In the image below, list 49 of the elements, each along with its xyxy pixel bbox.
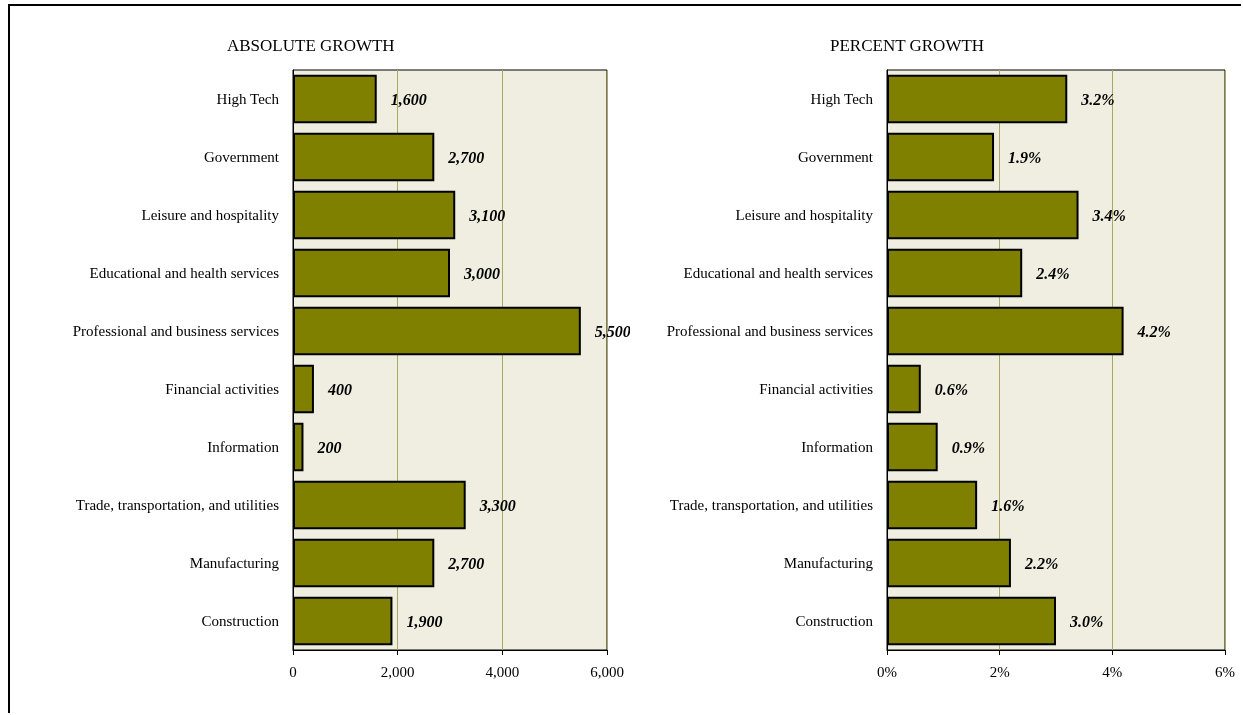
data-label: 3.0% bbox=[1069, 612, 1104, 630]
y-tick-label: Construction bbox=[795, 613, 874, 629]
data-label: 200 bbox=[316, 438, 342, 456]
data-label: 2,700 bbox=[447, 148, 485, 166]
chart-title: PERCENT GROWTH bbox=[830, 36, 985, 55]
data-label: 2.4% bbox=[1035, 264, 1070, 282]
data-label: 400 bbox=[326, 380, 352, 398]
data-label: 3,300 bbox=[478, 496, 516, 514]
y-tick-label: Leisure and hospitality bbox=[735, 207, 874, 223]
x-tick-label: 0 bbox=[289, 663, 297, 680]
data-label: 0.6% bbox=[934, 380, 969, 398]
y-tick-label: High Tech bbox=[810, 91, 874, 107]
data-label: 3,100 bbox=[468, 206, 506, 224]
data-label: 2,700 bbox=[447, 554, 485, 572]
y-tick-label: Trade, transportation, and utilities bbox=[75, 497, 280, 513]
y-tick-label: Government bbox=[204, 149, 280, 165]
data-label: 3.4% bbox=[1091, 206, 1126, 224]
data-label: 1,900 bbox=[406, 612, 443, 630]
data-label: 4.2% bbox=[1136, 322, 1171, 340]
data-label: 3.2% bbox=[1080, 90, 1115, 108]
y-tick-label: Educational and health services bbox=[683, 265, 874, 281]
x-tick-label: 4,000 bbox=[485, 663, 520, 680]
y-tick-label: High Tech bbox=[216, 91, 280, 107]
data-label: 1.6% bbox=[991, 496, 1025, 514]
y-tick-label: Manufacturing bbox=[783, 555, 874, 571]
data-label: 1,600 bbox=[390, 90, 427, 108]
x-tick-label: 0% bbox=[877, 663, 897, 680]
x-tick-label: 2,000 bbox=[380, 663, 415, 680]
y-tick-label: Information bbox=[207, 439, 280, 455]
y-tick-label: Trade, transportation, and utilities bbox=[669, 497, 874, 513]
y-tick-label: Government bbox=[798, 149, 874, 165]
data-label: 1.9% bbox=[1008, 148, 1042, 166]
y-tick-label: Financial activities bbox=[165, 381, 280, 397]
y-tick-label: Manufacturing bbox=[189, 555, 280, 571]
y-tick-label: Information bbox=[801, 439, 874, 455]
data-label: 2.2% bbox=[1023, 554, 1059, 572]
y-tick-label: Educational and health services bbox=[89, 265, 280, 281]
data-label: 3,000 bbox=[463, 264, 500, 282]
y-tick-label: Leisure and hospitality bbox=[141, 207, 280, 223]
x-tick-label: 2% bbox=[989, 663, 1010, 680]
data-label: 0.9% bbox=[951, 438, 986, 456]
y-tick-label: Construction bbox=[201, 613, 280, 629]
y-tick-label: Financial activities bbox=[759, 381, 874, 397]
x-tick-label: 4% bbox=[1102, 663, 1123, 680]
x-tick-label: 6,000 bbox=[590, 663, 624, 680]
y-tick-label: Professional and business services bbox=[72, 323, 280, 339]
y-tick-label: Professional and business services bbox=[666, 323, 874, 339]
chart-title: ABSOLUTE GROWTH bbox=[227, 36, 395, 55]
x-tick-label: 6% bbox=[1215, 663, 1235, 680]
